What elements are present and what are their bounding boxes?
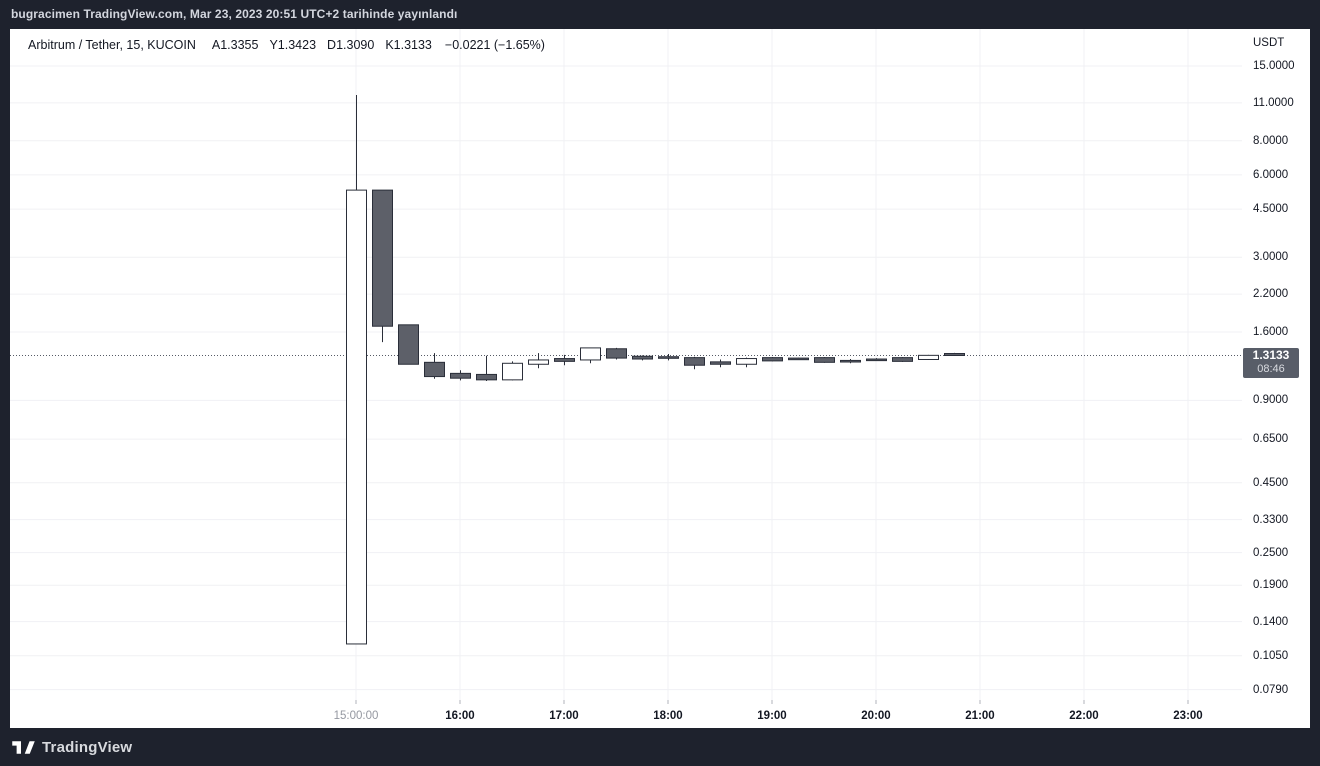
candle-body[interactable] [424, 361, 445, 378]
publish-bar: bugracimen TradingView.com, Mar 23, 2023… [0, 0, 1320, 29]
candle-body[interactable] [944, 353, 965, 356]
candle-body[interactable] [736, 358, 757, 365]
candle-body[interactable] [554, 358, 575, 362]
tradingview-logo-icon[interactable] [12, 740, 35, 755]
candle-body[interactable] [840, 359, 861, 363]
candle-body[interactable] [528, 359, 549, 365]
publish-info: bugracimen TradingView.com, Mar 23, 2023… [11, 7, 458, 21]
change-value: −0.0221 (−1.65%) [444, 38, 545, 52]
candle-body[interactable] [866, 358, 887, 362]
candle-body[interactable] [476, 373, 497, 381]
candle-body[interactable] [632, 355, 653, 360]
symbol-title[interactable]: Arbitrum / Tether, 15, KUCOIN [28, 38, 196, 52]
last-price-value: 1.3133 [1252, 347, 1290, 362]
ohlc-K: K1.3133 [385, 38, 432, 52]
candle-body[interactable] [398, 324, 419, 365]
candle-body[interactable] [346, 189, 367, 645]
candle-body[interactable] [918, 354, 939, 360]
ohlc-D: D1.3090 [327, 38, 375, 52]
candle-body[interactable] [762, 357, 783, 362]
axis-currency-label: USDT [1253, 37, 1285, 49]
last-price-label: 1.3133 08:46 [1243, 347, 1299, 378]
ohlc-A: A1.3355 [211, 38, 259, 52]
candle-body[interactable] [606, 348, 627, 359]
candlestick-chart[interactable] [10, 29, 1310, 728]
footer-bar: TradingView [0, 728, 1320, 766]
ohlc-values: A1.3355 Y1.3423 D1.3090 K1.3133 [212, 38, 443, 52]
candle-body[interactable] [372, 189, 393, 327]
ohlc-Y: Y1.3423 [269, 38, 317, 52]
candle-body[interactable] [580, 347, 601, 361]
candle-body[interactable] [658, 356, 679, 359]
candle-body[interactable] [788, 357, 809, 361]
candle-body[interactable] [814, 357, 835, 363]
chart-legend: Arbitrum / Tether, 15, KUCOIN A1.3355 Y1.… [28, 37, 545, 53]
tradingview-wordmark[interactable]: TradingView [42, 738, 133, 756]
candle-body[interactable] [450, 372, 471, 379]
bar-countdown: 08:46 [1257, 362, 1285, 375]
candle-body[interactable] [892, 357, 913, 362]
candle-body[interactable] [684, 357, 705, 366]
candle-body[interactable] [710, 361, 731, 365]
candle-body[interactable] [502, 362, 523, 381]
chart-panel: 15.0000 11.0000 8.0000 6.0000 4.5000 3.0000 2.… [10, 29, 1310, 728]
